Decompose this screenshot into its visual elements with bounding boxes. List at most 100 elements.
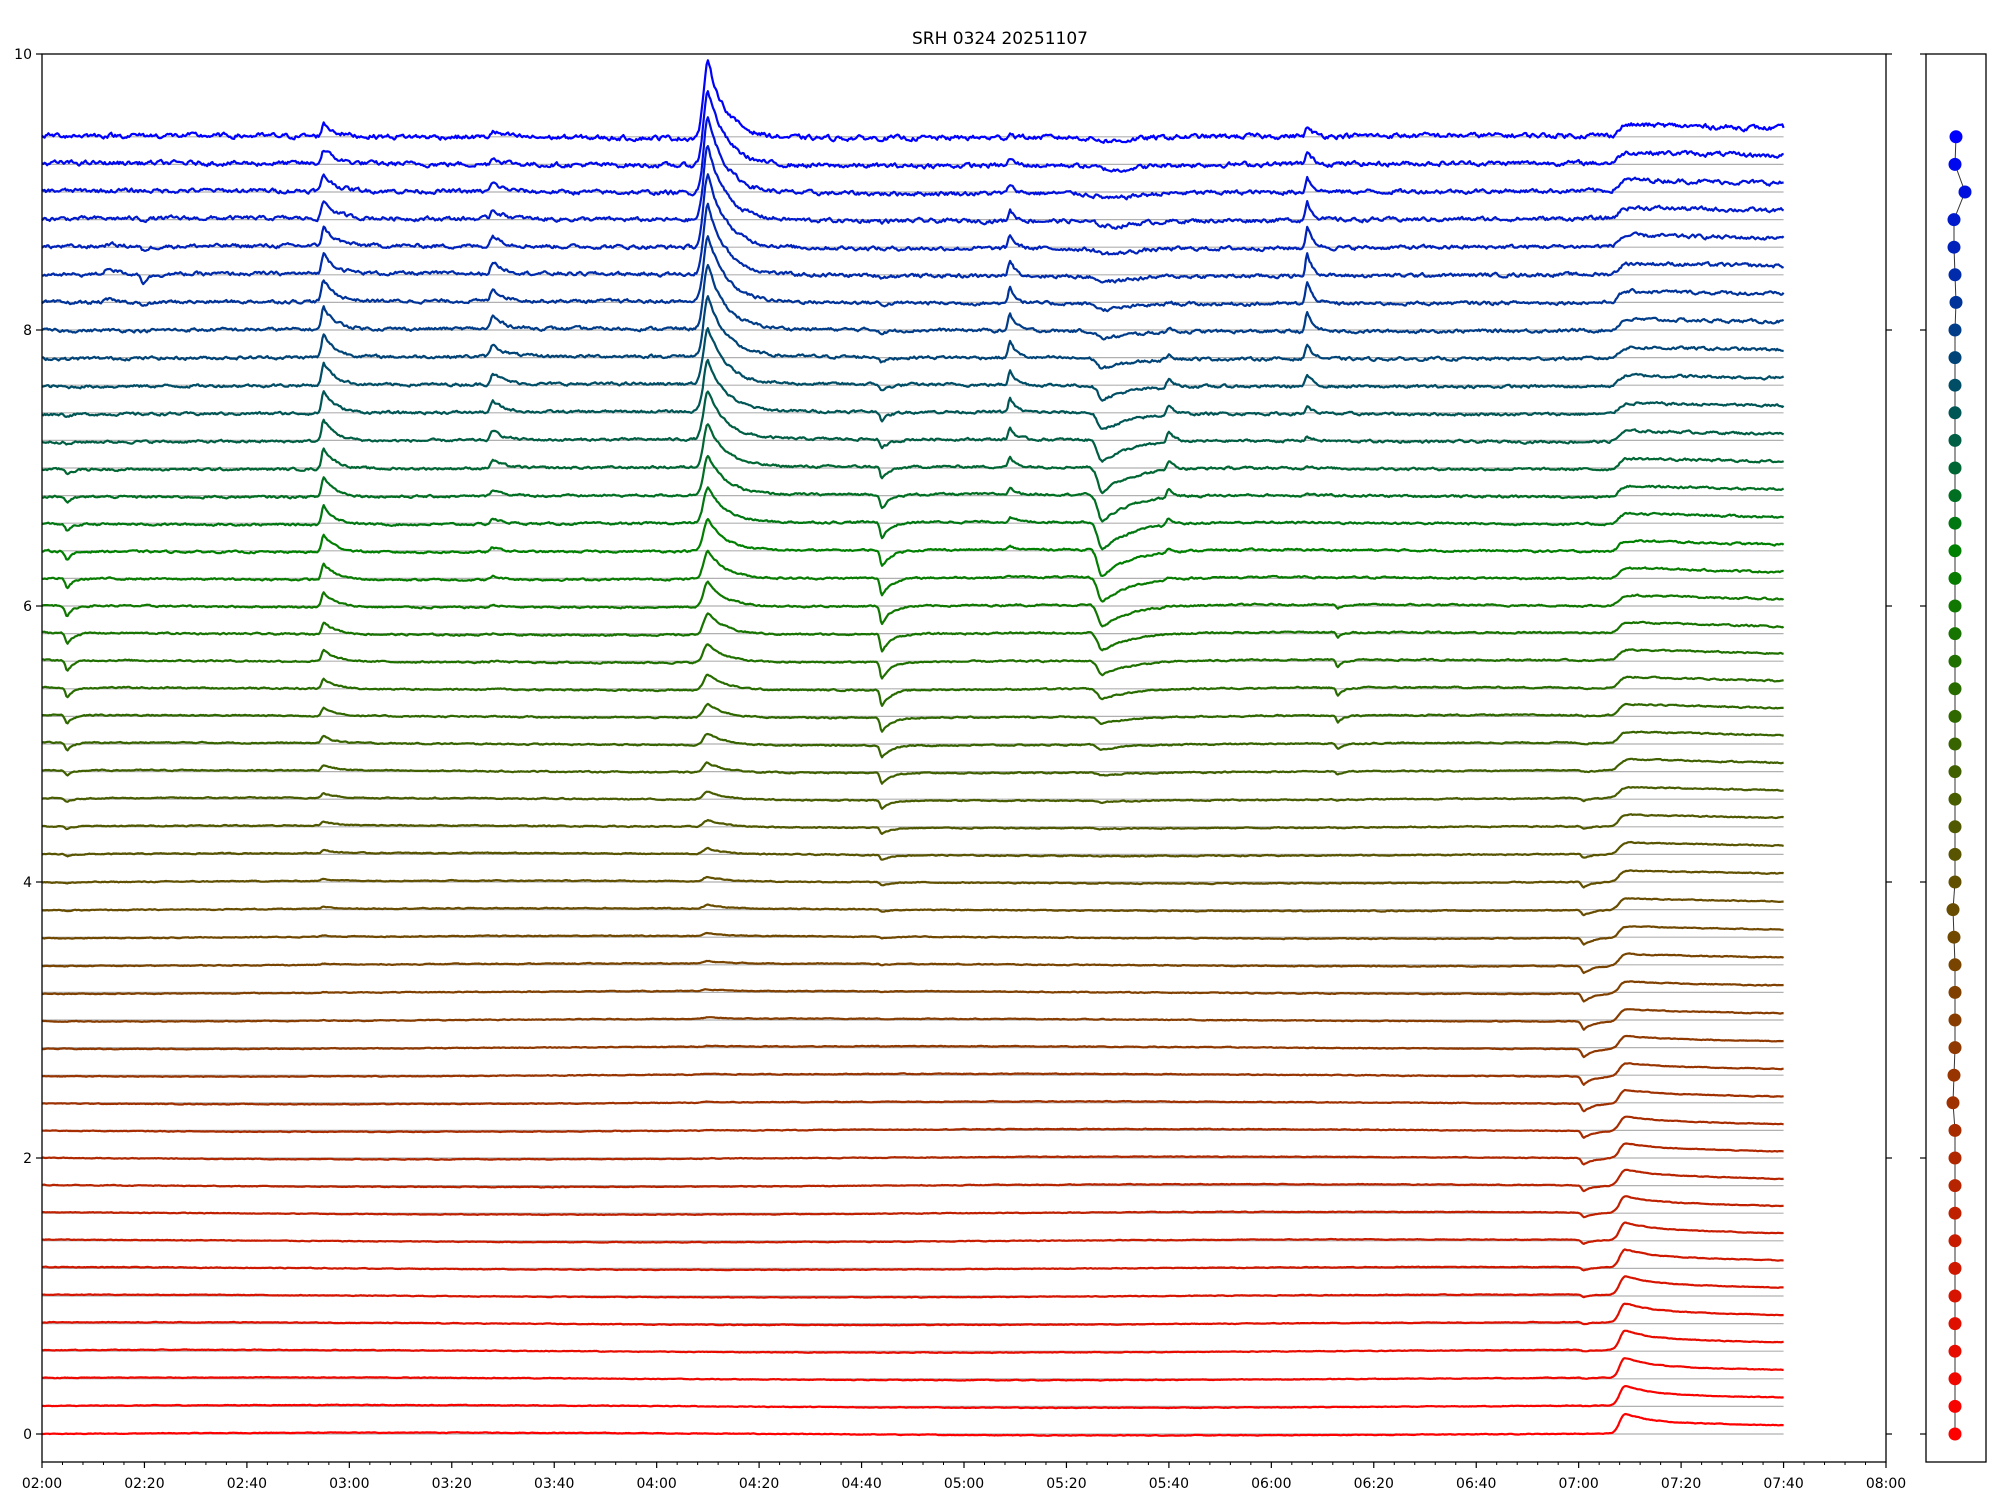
side-point bbox=[1948, 820, 1962, 834]
side-point bbox=[1948, 1206, 1962, 1220]
x-tick-label: 04:00 bbox=[636, 1476, 676, 1492]
trace-13 bbox=[41, 1062, 1784, 1086]
x-tick-label: 05:40 bbox=[1149, 1476, 1189, 1492]
trace-14 bbox=[41, 1034, 1784, 1059]
side-point bbox=[1948, 792, 1962, 806]
side-point bbox=[1948, 765, 1962, 779]
traces bbox=[41, 59, 1785, 1437]
side-point bbox=[1948, 1179, 1962, 1193]
trace-30 bbox=[41, 580, 1784, 628]
trace-35 bbox=[41, 423, 1785, 495]
side-point bbox=[1948, 847, 1962, 861]
trace-23 bbox=[41, 785, 1784, 810]
side-point bbox=[1948, 516, 1962, 530]
side-point bbox=[1948, 958, 1962, 972]
trace-17 bbox=[41, 952, 1784, 975]
trace-5 bbox=[41, 1275, 1784, 1299]
side-point bbox=[1949, 130, 1963, 144]
trace-32 bbox=[41, 517, 1785, 577]
side-point bbox=[1958, 185, 1972, 199]
side-point bbox=[1949, 295, 1963, 309]
side-point bbox=[1948, 489, 1962, 503]
trace-28 bbox=[41, 643, 1784, 680]
x-tick-label: 06:40 bbox=[1456, 1476, 1496, 1492]
side-point bbox=[1947, 240, 1961, 254]
side-point bbox=[1948, 1261, 1962, 1275]
trace-8 bbox=[41, 1195, 1784, 1219]
side-point bbox=[1948, 1372, 1962, 1386]
side-point bbox=[1948, 709, 1962, 723]
x-tick-label: 06:20 bbox=[1354, 1476, 1394, 1492]
chart-title: SRH 0324 20251107 bbox=[912, 29, 1088, 49]
trace-36 bbox=[41, 390, 1785, 463]
trace-19 bbox=[42, 897, 1784, 917]
trace-4 bbox=[42, 1302, 1784, 1327]
y-tick-label: 2 bbox=[23, 1151, 32, 1167]
side-point bbox=[1947, 1068, 1961, 1082]
side-point bbox=[1948, 875, 1962, 889]
side-axes-frame bbox=[1925, 53, 1987, 1463]
trace-39 bbox=[41, 295, 1784, 370]
x-tick-label: 07:00 bbox=[1558, 1476, 1598, 1492]
x-tick-label: 03:00 bbox=[329, 1476, 369, 1492]
side-point bbox=[1946, 1096, 1960, 1110]
trace-31 bbox=[41, 549, 1784, 603]
side-point bbox=[1948, 682, 1962, 696]
trace-38 bbox=[42, 327, 1785, 402]
trace-25 bbox=[41, 730, 1784, 759]
trace-2 bbox=[41, 1357, 1784, 1382]
side-point bbox=[1948, 599, 1962, 613]
trace-45 bbox=[41, 116, 1784, 201]
side-point bbox=[1948, 1234, 1962, 1248]
x-tick-label: 06:00 bbox=[1251, 1476, 1291, 1492]
trace-1 bbox=[41, 1385, 1784, 1410]
side-point bbox=[1948, 378, 1962, 392]
x-tick-label: 02:00 bbox=[22, 1476, 62, 1492]
trace-9 bbox=[41, 1168, 1784, 1193]
y-tick-label: 10 bbox=[14, 47, 32, 63]
x-tick-label: 08:00 bbox=[1866, 1476, 1906, 1492]
side-point bbox=[1948, 406, 1962, 420]
side-panel bbox=[1920, 53, 1987, 1463]
side-point bbox=[1948, 1123, 1962, 1137]
side-point bbox=[1948, 323, 1962, 337]
side-point bbox=[1948, 461, 1962, 475]
main-axes-frame bbox=[41, 53, 1887, 1463]
side-point bbox=[1948, 1013, 1962, 1027]
trace-46 bbox=[41, 90, 1784, 173]
side-point bbox=[1948, 351, 1962, 365]
x-tick-label: 07:20 bbox=[1661, 1476, 1701, 1492]
trace-37 bbox=[41, 358, 1785, 430]
trace-27 bbox=[42, 673, 1784, 707]
side-point bbox=[1948, 571, 1962, 585]
x-tick-label: 05:00 bbox=[944, 1476, 984, 1492]
trace-42 bbox=[41, 202, 1784, 286]
y-tick-label: 4 bbox=[23, 875, 32, 891]
trace-3 bbox=[41, 1329, 1784, 1355]
side-point bbox=[1947, 930, 1961, 944]
trace-24 bbox=[41, 757, 1784, 785]
x-tick-label: 04:20 bbox=[739, 1476, 779, 1492]
side-point bbox=[1947, 213, 1961, 227]
side-point bbox=[1948, 1317, 1962, 1331]
side-point bbox=[1948, 544, 1962, 558]
side-point bbox=[1948, 157, 1962, 171]
trace-0 bbox=[41, 1412, 1784, 1437]
x-tick-label: 03:20 bbox=[432, 1476, 472, 1492]
trace-6 bbox=[41, 1248, 1784, 1272]
trace-7 bbox=[41, 1221, 1784, 1245]
side-point bbox=[1948, 433, 1962, 447]
x-tick-label: 03:40 bbox=[534, 1476, 574, 1492]
x-tick-label: 04:40 bbox=[841, 1476, 881, 1492]
trace-11 bbox=[41, 1115, 1784, 1139]
y-axis: 0 2 4 6 8 10 bbox=[14, 47, 1892, 1443]
side-point bbox=[1948, 1399, 1962, 1413]
trace-18 bbox=[41, 925, 1784, 946]
side-point bbox=[1948, 1427, 1962, 1441]
trace-33 bbox=[41, 486, 1785, 551]
x-tick-label: 02:40 bbox=[227, 1476, 267, 1492]
trace-20 bbox=[41, 869, 1784, 889]
trace-26 bbox=[42, 702, 1784, 733]
trace-12 bbox=[41, 1088, 1784, 1113]
